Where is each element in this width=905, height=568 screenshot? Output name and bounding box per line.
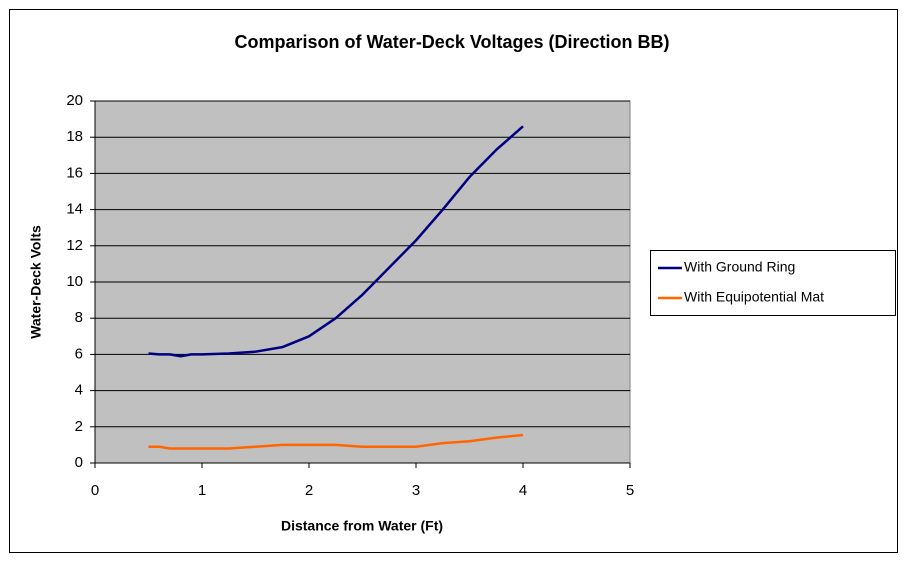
legend-label: With Ground Ring xyxy=(684,259,795,275)
x-tick-label: 3 xyxy=(412,482,420,499)
y-tick-label: 6 xyxy=(75,345,83,362)
x-tick-label: 2 xyxy=(305,482,313,499)
x-tick-label: 1 xyxy=(198,482,206,499)
y-tick-label: 10 xyxy=(66,273,83,290)
y-tick-label: 14 xyxy=(66,201,83,218)
y-tick-label: 20 xyxy=(66,92,83,109)
series-line xyxy=(148,433,524,450)
x-axis-label: Distance from Water (Ft) xyxy=(281,518,443,534)
legend-box xyxy=(650,250,896,316)
y-tick-label: 8 xyxy=(75,309,83,326)
y-tick-label: 0 xyxy=(75,454,83,471)
series-line xyxy=(148,125,524,358)
y-tick-label: 2 xyxy=(75,418,83,435)
y-tick-label: 12 xyxy=(66,237,83,254)
y-tick-label: 4 xyxy=(75,382,83,399)
legend-label: With Equipotential Mat xyxy=(684,289,824,305)
y-axis-label: Water-Deck Volts xyxy=(28,225,44,339)
y-tick-label: 18 xyxy=(66,128,83,145)
x-tick-label: 4 xyxy=(519,482,527,499)
y-tick-label: 16 xyxy=(66,164,83,181)
x-tick-label: 5 xyxy=(626,482,634,499)
x-tick-label: 0 xyxy=(91,482,99,499)
chart-title: Comparison of Water-Deck Voltages (Direc… xyxy=(234,32,669,52)
